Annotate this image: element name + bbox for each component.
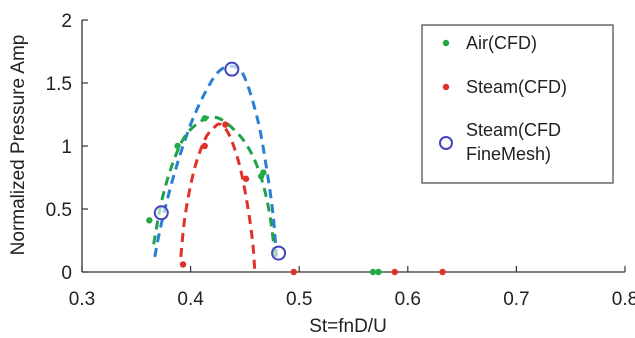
legend-label-2: Steam(CFD [466,120,561,140]
legend-label-2-line2: FineMesh) [466,144,551,164]
series-2-point [224,61,240,77]
series-0-point [174,142,181,150]
x-tick-label: 0.4 [177,289,204,310]
legend-marker-1 [442,83,450,91]
x-tick-label: 0.7 [503,289,529,310]
legend-label-0: Air(CFD) [466,33,537,53]
series-0-point [260,169,267,176]
data-points [146,61,446,276]
y-tick-label: 1.5 [46,74,72,95]
series-1-point [290,268,297,276]
y-tick-label: 0.5 [46,200,72,221]
y-tick-label: 2 [61,11,72,32]
series-1-point [439,268,446,276]
legend-marker-2 [439,136,453,150]
series-0-point [375,268,382,276]
legend-marker-0 [442,39,450,47]
legend-label-1: Steam(CFD) [466,77,567,97]
fit-curve-1 [152,115,277,258]
legend-box [421,24,614,184]
x-tick-label: 0.5 [286,289,312,310]
x-tick-label: 0.3 [69,289,95,310]
y-tick-label: 1 [61,137,72,158]
x-tick-label: 0.6 [395,289,421,310]
x-axis-label: St=fnD/U [309,316,387,337]
series-2-point [153,205,169,221]
fit-curves [152,64,278,270]
legend: Air(CFD) Steam(CFD) Steam(CFD FineMesh) [421,24,614,184]
fit-curve-0 [153,64,278,258]
series-1-point [222,121,229,128]
y-tick-label: 0 [61,263,72,284]
series-1-point [201,142,208,150]
x-tick-label: 0.8 [612,289,635,310]
series-0-point [201,115,208,122]
series-1-point [179,261,187,268]
tick-labels: 0.3 0.4 0.5 0.6 0.7 0.8 0 0.5 1 1.5 2 [46,11,635,310]
y-axis-label: Normalized Pressure Amp [8,35,29,256]
series-0-point [146,217,153,224]
series-2-point [271,245,287,261]
plot-axes [81,19,626,273]
fit-curve-2 [179,122,257,270]
series-1-point [391,268,398,276]
series-1-point [242,175,250,182]
series-0-point [369,268,377,276]
